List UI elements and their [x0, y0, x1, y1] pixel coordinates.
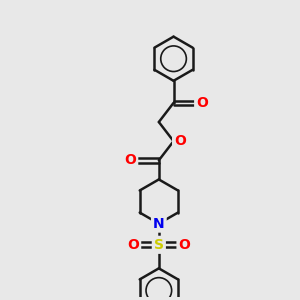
- Text: O: O: [178, 238, 190, 252]
- Text: O: O: [196, 96, 208, 110]
- Text: O: O: [127, 238, 139, 252]
- Text: S: S: [154, 238, 164, 252]
- Text: O: O: [174, 134, 186, 148]
- Text: O: O: [124, 153, 136, 167]
- Text: N: N: [153, 217, 165, 231]
